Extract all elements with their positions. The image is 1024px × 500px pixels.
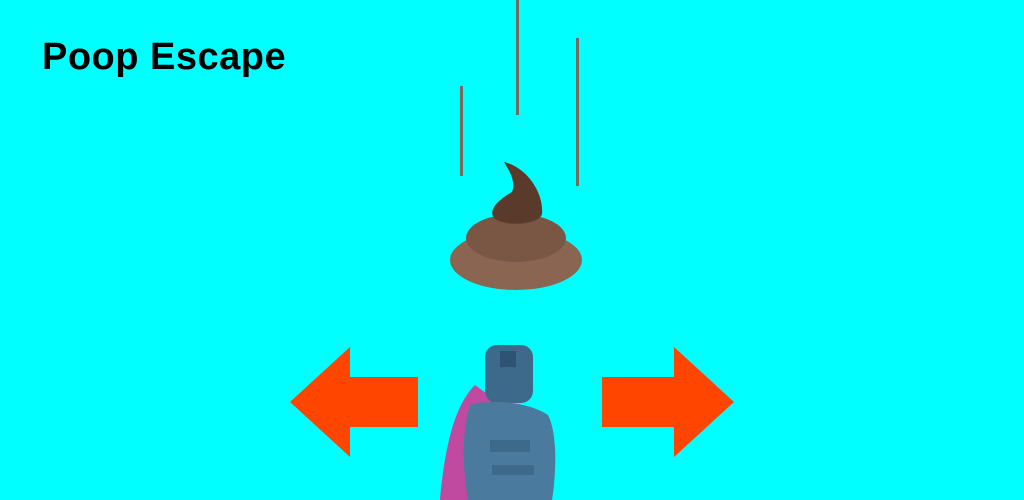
game-title: Poop Escape <box>42 36 287 78</box>
left-arrow-button[interactable] <box>288 345 428 460</box>
poop-icon <box>450 162 582 290</box>
speed-line <box>516 0 519 115</box>
player-character-icon <box>440 345 556 500</box>
speed-line <box>460 86 463 176</box>
speed-line <box>576 38 579 186</box>
right-arrow-button[interactable] <box>596 345 736 460</box>
